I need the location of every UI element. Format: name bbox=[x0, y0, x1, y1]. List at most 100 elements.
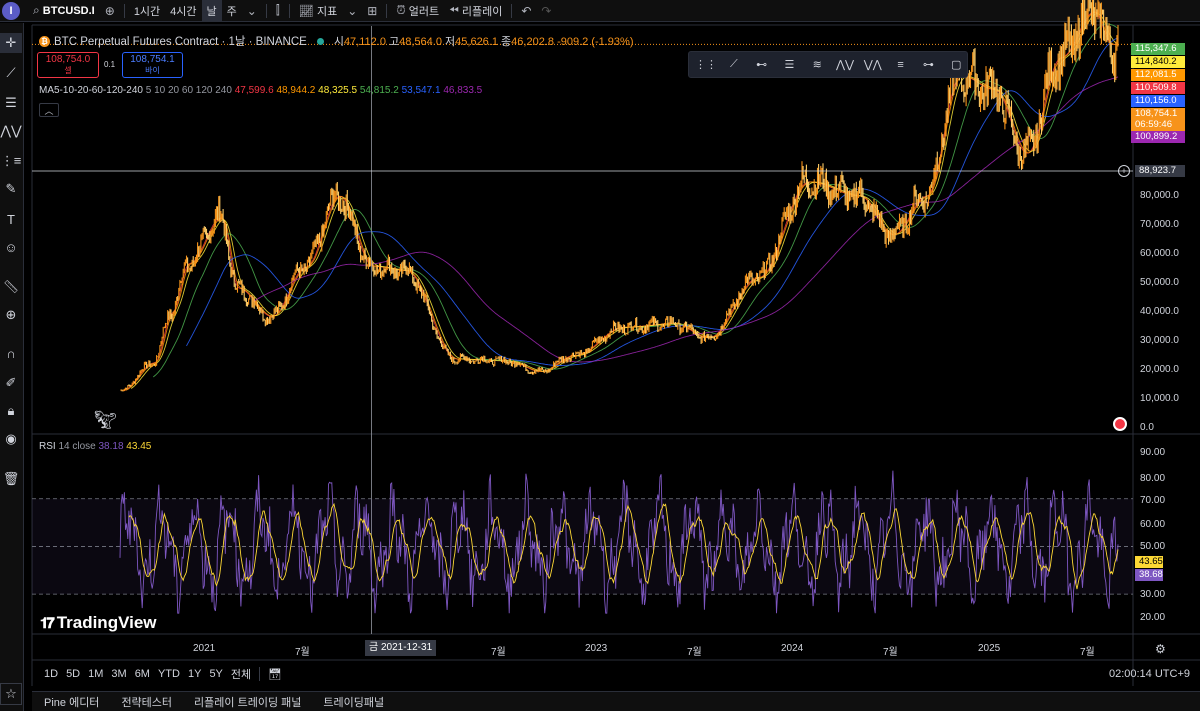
add-alert-icon[interactable]: + bbox=[1118, 165, 1130, 177]
chart-type-button[interactable]: ⫿ bbox=[271, 0, 285, 22]
symbol-legend: ₿ BTC Perpetual Futures Contract · 1날 · … bbox=[39, 33, 634, 49]
xabcd-pattern-icon[interactable]: ⋀⋁ bbox=[835, 59, 855, 71]
lock-icon[interactable]: 🔒︎ bbox=[7, 403, 15, 418]
pattern-icon[interactable]: ⋀⋁ bbox=[0, 123, 22, 138]
interval-1h[interactable]: 1시간 bbox=[133, 5, 161, 18]
tab-trading-panel[interactable]: 트레이딩패널 bbox=[323, 696, 385, 709]
abcd-pattern-icon[interactable]: ⋁⋀ bbox=[863, 59, 882, 71]
date-range-icon[interactable]: ⊶ bbox=[922, 59, 934, 71]
regression-icon[interactable]: ≋ bbox=[812, 59, 822, 71]
dino-icon: 🦖︎ bbox=[94, 410, 117, 430]
range-1d[interactable]: 1D bbox=[44, 668, 59, 680]
layouts-button[interactable]: ⊞ bbox=[362, 0, 382, 22]
ma5-tag: 110,509.8 bbox=[1131, 82, 1185, 94]
collapse-legend-button[interactable]: ︿ bbox=[39, 103, 59, 117]
sell-price: 108,754.0 bbox=[45, 54, 91, 65]
rsi-value: 38.18 bbox=[98, 441, 124, 452]
range-6m[interactable]: 6M bbox=[134, 668, 150, 680]
buy-button[interactable]: 108,754.1 바이 bbox=[122, 52, 183, 78]
range-5y[interactable]: 5Y bbox=[209, 668, 223, 680]
tab-replay-trading[interactable]: 리플레이 트레이딩 패널 bbox=[194, 696, 302, 709]
tab-strategy-tester[interactable]: 전략테스터 bbox=[121, 696, 173, 709]
sell-button[interactable]: 108,754.0 셀 bbox=[37, 52, 99, 78]
interval-1d[interactable]: 날 bbox=[201, 0, 222, 22]
tab-pine-editor[interactable]: Pine 에디터 bbox=[44, 696, 100, 709]
buy-label: 바이 bbox=[145, 66, 160, 75]
time-label: 2024 bbox=[781, 643, 804, 654]
symbol-search[interactable]: ⌕ BTCUSD.I bbox=[28, 0, 100, 22]
clock[interactable]: 02:00:14 UTC+9 bbox=[1108, 668, 1190, 680]
fib-retracement-icon[interactable]: ≡ bbox=[897, 58, 904, 71]
interval-dropdown[interactable]: ⌄ bbox=[242, 0, 262, 22]
symbol-name: BTCUSD.I bbox=[42, 4, 95, 17]
time-label: 7월 bbox=[1080, 647, 1095, 658]
range-ytd[interactable]: YTD bbox=[157, 668, 180, 680]
range-1m[interactable]: 1M bbox=[88, 668, 104, 680]
price-label: 40,000.0 bbox=[1140, 306, 1179, 317]
interval-1w[interactable]: 주 bbox=[226, 5, 237, 18]
eye-icon[interactable]: ◉ bbox=[5, 431, 17, 446]
indicators-button[interactable]: 📈︎ 지표 bbox=[294, 0, 343, 22]
price-label: 70,000.0 bbox=[1140, 219, 1179, 230]
range-all[interactable]: 전체 bbox=[230, 669, 252, 681]
text-icon[interactable]: T bbox=[7, 211, 15, 227]
spread-value: 0.1 bbox=[104, 60, 116, 69]
alert-button[interactable]: ⏰︎ 얼러트 bbox=[391, 0, 444, 22]
floating-drawing-toolbar: ⋮⋮ ⟋ ⊷ ☰ ≋ ⋀⋁ ⋁⋀ ≡ ⊶ ▢ bbox=[688, 51, 968, 78]
date-range-icon[interactable]: 📅︎ bbox=[268, 668, 283, 681]
trendline-icon[interactable]: ⟋ bbox=[6, 65, 16, 80]
price-label: 60,000.0 bbox=[1140, 248, 1179, 259]
ma10-value: 48,944.2 bbox=[276, 85, 316, 96]
emoji-icon[interactable]: ☺ bbox=[4, 239, 18, 255]
parallel-channel-icon[interactable]: ☰ bbox=[784, 59, 795, 71]
range-3m[interactable]: 3M bbox=[111, 668, 127, 680]
redo-button[interactable]: ↷ bbox=[536, 0, 556, 22]
ma120-line bbox=[186, 37, 1119, 366]
rsi-axis-label: 70.00 bbox=[1140, 495, 1166, 506]
settings-icon[interactable]: ⚙ bbox=[1155, 642, 1166, 656]
bitcoin-icon: ₿ bbox=[39, 35, 50, 47]
horizontal-ray-icon[interactable]: ⊷ bbox=[756, 59, 768, 71]
ruler-icon[interactable]: 📏︎ bbox=[2, 279, 20, 294]
rectangle-icon[interactable]: ▢ bbox=[950, 59, 962, 71]
open-key: 시 bbox=[333, 36, 344, 48]
crosshair-icon[interactable]: ✛ bbox=[0, 33, 22, 53]
brush-icon[interactable]: ✎ bbox=[5, 181, 17, 196]
lock-drawings-icon[interactable]: ✐ bbox=[5, 375, 17, 390]
range-1y[interactable]: 1Y bbox=[187, 668, 202, 680]
divider bbox=[288, 3, 290, 18]
time-label: 7월 bbox=[687, 647, 702, 658]
compare-button[interactable]: ⊕ bbox=[100, 0, 120, 22]
star-icon[interactable]: ☆ bbox=[0, 683, 22, 705]
tradingview-mark-icon: 𝟏𝟕 bbox=[40, 614, 55, 632]
fib-icon[interactable]: ⋮≡ bbox=[0, 153, 22, 168]
legend-title[interactable]: BTC Perpetual Futures Contract · 1날 · BI… bbox=[54, 36, 307, 48]
user-avatar[interactable]: I bbox=[2, 1, 20, 20]
ma240-line bbox=[252, 76, 1119, 363]
tradingview-logo: 𝟏𝟕 TradingView bbox=[40, 613, 157, 633]
ma-legend[interactable]: MA5-10-20-60-120-240 5 10 20 60 120 240 … bbox=[39, 85, 482, 96]
drawing-toolbar: ✛ ⟋ ☰ ⋀⋁ ⋮≡ ✎ T ☺ 📏︎ ⊕ ∩ ✐ 🔒︎ ◉ 🗑︎ bbox=[0, 23, 24, 711]
last-price-tag: 108,754.1 bbox=[1131, 108, 1185, 120]
countdown-tag: 06:59:46 bbox=[1131, 119, 1185, 131]
zoom-icon[interactable]: ⊕ bbox=[5, 307, 17, 322]
replay-label: 리플레이 bbox=[461, 5, 503, 18]
interval-4h[interactable]: 4시간 bbox=[170, 5, 197, 18]
ma-params: 5 10 20 60 120 240 bbox=[145, 85, 232, 96]
ohlc-values: 시47,112.0 고48,564.0 저45,626.1 종46,202.8 … bbox=[334, 33, 634, 49]
top-toolbar: I ⌕ BTCUSD.I ⊕ 1시간 4시간 날 주 ⌄ ⫿ 📈︎ 지표 ⌄ ⊞… bbox=[0, 0, 1200, 22]
magnet-icon[interactable]: ∩ bbox=[6, 345, 16, 361]
trendline-tool-icon[interactable]: ⟋ bbox=[730, 58, 738, 70]
replay-button[interactable]: ⏪︎ 리플레이 bbox=[444, 0, 507, 22]
rewind-icon: ⏪︎ bbox=[449, 3, 459, 17]
undo-button[interactable]: ↶ bbox=[516, 0, 536, 22]
open-value: 47,112.0 bbox=[343, 36, 386, 48]
range-5d[interactable]: 5D bbox=[66, 668, 81, 680]
high-key: 고 bbox=[389, 36, 400, 48]
indicators-dropdown[interactable]: ⌄ bbox=[342, 0, 362, 22]
rsi-legend[interactable]: RSI 14 close 38.18 43.45 bbox=[39, 441, 151, 452]
drag-handle-icon[interactable]: ⋮⋮ bbox=[695, 59, 717, 71]
trash-icon[interactable]: 🗑︎ bbox=[2, 471, 20, 486]
horizontal-lines-icon[interactable]: ☰ bbox=[5, 95, 17, 110]
